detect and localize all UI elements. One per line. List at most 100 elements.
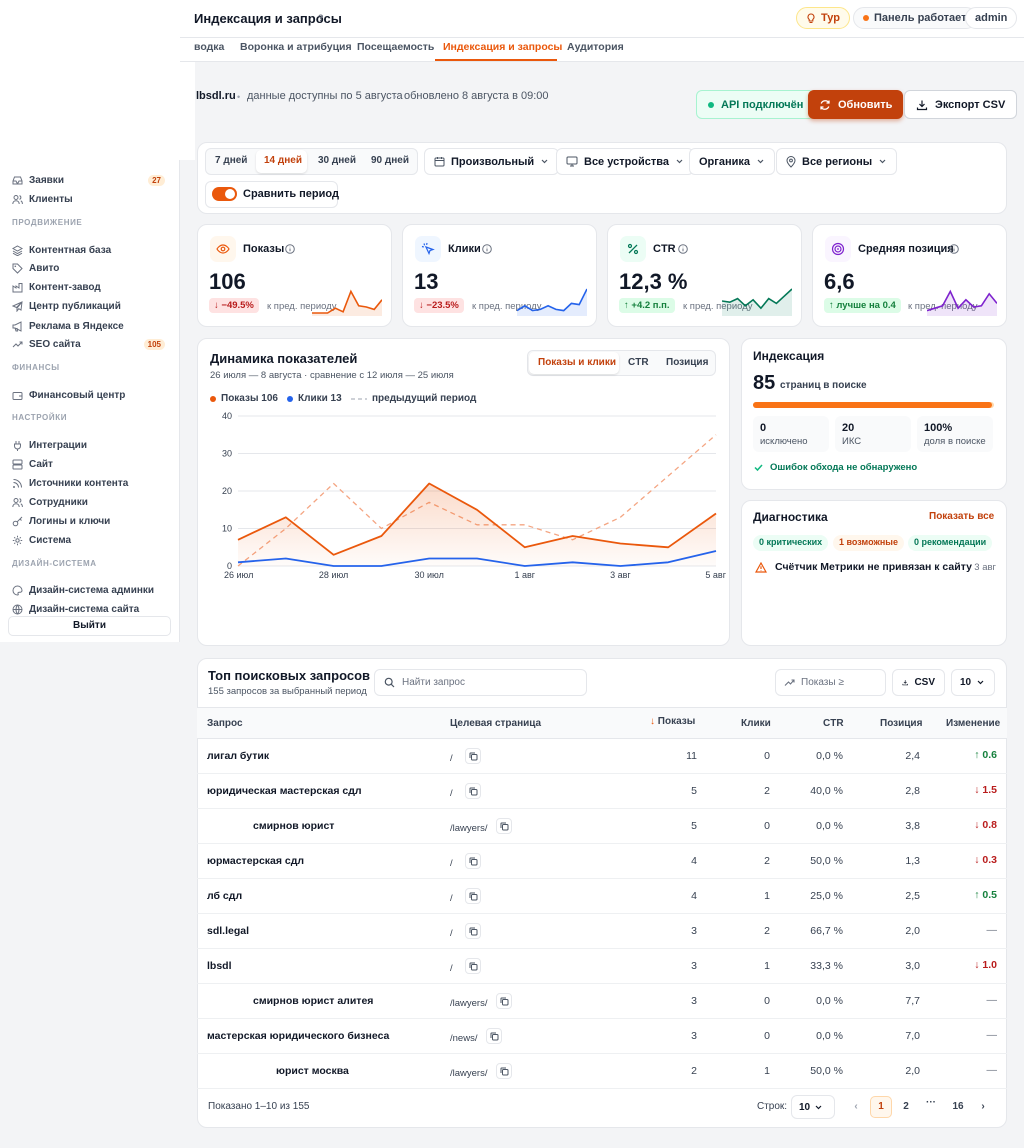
column-position[interactable]: Позиция (880, 718, 923, 729)
sidebar-item[interactable]: Заявки 27 (12, 175, 167, 186)
column-target-page[interactable]: Целевая страница (450, 718, 542, 729)
info-icon[interactable] (285, 244, 295, 254)
query-text[interactable]: lbsdl (207, 960, 232, 972)
table-row[interactable] (197, 984, 1007, 1019)
page-size-select[interactable]: 10 (951, 669, 995, 696)
page-2-button[interactable]: 2 (903, 1101, 909, 1112)
info-icon[interactable] (949, 244, 959, 254)
show-all-link[interactable]: Показать все (929, 511, 995, 522)
refresh-button[interactable]: Обновить (808, 90, 904, 119)
sidebar-item[interactable]: Реклама в Яндексе (12, 321, 167, 332)
diagnostic-issue[interactable]: Счётчик Метрики не привязан к сайту 3 ав… (755, 561, 996, 573)
export-csv-button[interactable]: Экспорт CSV (904, 90, 1018, 119)
sidebar-item[interactable]: Интеграции (12, 440, 167, 451)
copy-icon[interactable] (465, 853, 481, 869)
query-text[interactable]: лб сдл (207, 890, 243, 902)
sidebar-item[interactable]: Дизайн-система админки (12, 585, 167, 596)
chart-tab-shows-clicks[interactable]: Показы и клики (538, 357, 616, 368)
copy-icon[interactable] (496, 818, 512, 834)
target-page-link[interactable]: / (450, 928, 453, 939)
sidebar-item[interactable]: Сотрудники (12, 497, 167, 508)
copy-icon[interactable] (465, 748, 481, 764)
table-row[interactable] (197, 1019, 1007, 1054)
sidebar-item[interactable]: Финансовый центр (12, 390, 167, 401)
sidebar-item[interactable]: Контентная база (12, 245, 167, 256)
table-row[interactable] (197, 739, 1007, 774)
query-text[interactable]: sdl.legal (207, 925, 250, 937)
target-page-link[interactable]: / (450, 858, 453, 869)
query-text[interactable]: мастерская юридического бизнеса (207, 1030, 390, 1042)
shows-min-filter[interactable]: Показы ≥ (775, 669, 886, 696)
info-icon[interactable] (482, 244, 492, 254)
target-page-link[interactable]: / (450, 963, 453, 974)
copy-icon[interactable] (465, 923, 481, 939)
logout-button[interactable]: Выйти (8, 616, 171, 636)
sidebar-item[interactable]: Источники контента (12, 478, 167, 489)
copy-icon[interactable] (496, 1063, 512, 1079)
sidebar-item[interactable]: SEO сайта 105 (12, 339, 167, 350)
copy-icon[interactable] (496, 993, 512, 1009)
tab-indexation[interactable]: Индексация и запросы (443, 41, 563, 53)
tab-audience[interactable]: Аудитория (567, 41, 624, 53)
column-clicks[interactable]: Клики (741, 718, 771, 729)
period-90-days[interactable]: 90 дней (371, 155, 409, 166)
query-text[interactable]: юридическая мастерская сдл (207, 785, 362, 797)
sidebar-item[interactable]: Авито (12, 263, 167, 274)
region-select[interactable]: Все регионы (776, 148, 898, 175)
page-16-button[interactable]: 16 (952, 1101, 964, 1112)
device-select[interactable]: Все устройства (556, 148, 695, 175)
sidebar-item[interactable]: Контент-завод (12, 282, 167, 293)
target-page-link[interactable]: / (450, 893, 453, 904)
copy-icon[interactable] (486, 1028, 502, 1044)
tab-funnel[interactable]: Воронка и атрибуция (240, 41, 352, 53)
period-7-days[interactable]: 7 дней (215, 155, 248, 166)
period-30-days[interactable]: 30 дней (318, 155, 356, 166)
table-row[interactable] (197, 774, 1007, 809)
query-text[interactable]: смирнов юрист (253, 820, 335, 832)
column-shows[interactable]: ↓ Показы (650, 716, 695, 727)
tab-overview[interactable]: водка (194, 41, 225, 53)
table-row[interactable] (197, 949, 1007, 984)
chip-possible[interactable]: 1 возможные (833, 535, 904, 551)
chart-tab-ctr[interactable]: CTR (628, 357, 649, 368)
target-page-link[interactable]: /lawyers/ (450, 1068, 488, 1079)
sidebar-item[interactable]: Дизайн-система сайта (12, 604, 167, 615)
table-row[interactable] (197, 1054, 1007, 1089)
next-page-button[interactable]: › (981, 1101, 985, 1112)
copy-icon[interactable] (465, 958, 481, 974)
chip-recommendations[interactable]: 0 рекомендации (908, 535, 993, 551)
sidebar-item[interactable]: Логины и ключи (12, 516, 167, 527)
target-page-link[interactable]: /lawyers/ (450, 998, 488, 1009)
copy-icon[interactable] (465, 888, 481, 904)
table-row[interactable] (197, 879, 1007, 914)
query-text[interactable]: юрист москва (276, 1065, 349, 1077)
csv-button[interactable]: CSV (892, 669, 945, 696)
column-query[interactable]: Запрос (207, 718, 243, 729)
sidebar-item[interactable]: Центр публикаций (12, 301, 167, 312)
query-text[interactable]: юрмастерская сдл (207, 855, 305, 867)
period-14-days[interactable]: 14 дней (264, 155, 302, 166)
query-text[interactable]: смирнов юрист алитея (253, 995, 374, 1007)
user-menu-button[interactable]: admin (965, 7, 1018, 29)
target-page-link[interactable]: / (450, 753, 453, 764)
query-search-box[interactable] (374, 669, 587, 696)
column-ctr[interactable]: CTR (823, 718, 844, 729)
custom-period-select[interactable]: Произвольный (424, 148, 560, 175)
chip-critical[interactable]: 0 критических (753, 535, 829, 551)
info-icon[interactable] (678, 244, 688, 254)
target-page-link[interactable]: / (450, 788, 453, 799)
tour-button[interactable]: Тур (796, 7, 850, 29)
column-change[interactable]: Изменение (946, 718, 1001, 729)
query-search-input[interactable] (402, 677, 572, 688)
tab-traffic[interactable]: Посещаемость (357, 41, 435, 53)
rows-per-page-select[interactable]: 10 (791, 1095, 835, 1119)
sidebar-item[interactable]: Система (12, 535, 167, 546)
help-icon[interactable]: ? (318, 13, 324, 23)
table-row[interactable] (197, 809, 1007, 844)
query-text[interactable]: лигал бутик (207, 750, 270, 762)
table-row[interactable] (197, 844, 1007, 879)
sidebar-item[interactable]: Клиенты (12, 194, 167, 205)
traffic-type-select[interactable]: Органика (689, 148, 776, 175)
target-page-link[interactable]: /news/ (450, 1033, 478, 1044)
chart-tab-position[interactable]: Позиция (666, 357, 709, 368)
